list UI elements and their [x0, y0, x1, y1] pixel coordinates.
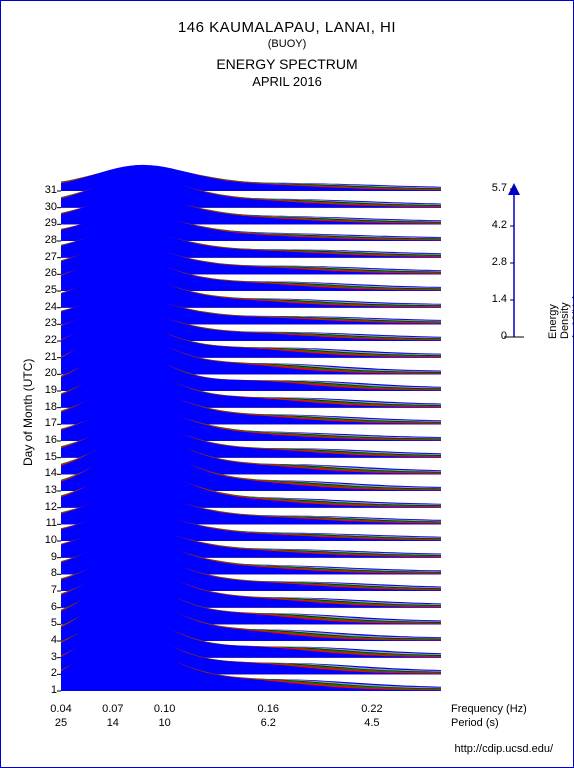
- y-tick: 21: [37, 351, 57, 363]
- y-tick: 4: [37, 634, 57, 646]
- y-tick: 30: [37, 201, 57, 213]
- y-tick: 1: [37, 684, 57, 696]
- y-tick: 20: [37, 367, 57, 379]
- x-axis-label-period: Period (s): [451, 717, 499, 729]
- x-axis-label-freq: Frequency (Hz): [451, 703, 527, 715]
- y-tick: 6: [37, 601, 57, 613]
- y-tick: 10: [37, 534, 57, 546]
- title-station: 146 KAUMALAPAU, LANAI, HI: [1, 19, 573, 36]
- x-tick-period: 25: [46, 717, 76, 729]
- title-block: 146 KAUMALAPAU, LANAI, HI (BUOY) ENERGY …: [1, 19, 573, 89]
- y-tick: 7: [37, 584, 57, 596]
- x-tick-period: 6.2: [253, 717, 283, 729]
- y-tick: 29: [37, 217, 57, 229]
- legend-tick: 0: [479, 330, 507, 342]
- y-tick: 23: [37, 317, 57, 329]
- y-tick: 12: [37, 501, 57, 513]
- y-axis-label: Day of Month (UTC): [21, 358, 35, 465]
- x-tick-freq: 0.16: [253, 703, 283, 715]
- y-tick: 19: [37, 384, 57, 396]
- y-tick: 13: [37, 484, 57, 496]
- y-tick: 8: [37, 567, 57, 579]
- y-tick: 17: [37, 417, 57, 429]
- ridgeline-plot: [55, 141, 441, 701]
- x-tick-freq: 0.22: [357, 703, 387, 715]
- x-tick-freq: 0.10: [150, 703, 180, 715]
- title-date: APRIL 2016: [1, 74, 573, 89]
- y-tick: 9: [37, 551, 57, 563]
- y-tick: 11: [37, 517, 57, 529]
- y-tick: 16: [37, 434, 57, 446]
- legend-tick: 4.2: [479, 219, 507, 231]
- x-tick-period: 10: [150, 717, 180, 729]
- legend-tick: 2.8: [479, 256, 507, 268]
- x-tick-period: 14: [98, 717, 128, 729]
- y-tick: 26: [37, 267, 57, 279]
- credit-url: http://cdip.ucsd.edu/: [455, 743, 553, 755]
- title-type: (BUOY): [1, 38, 573, 50]
- y-tick: 2: [37, 667, 57, 679]
- x-tick-freq: 0.07: [98, 703, 128, 715]
- y-tick: 5: [37, 617, 57, 629]
- legend-tick: 5.7: [479, 182, 507, 194]
- y-tick: 24: [37, 301, 57, 313]
- chart-frame: 146 KAUMALAPAU, LANAI, HI (BUOY) ENERGY …: [0, 0, 574, 768]
- title-product: ENERGY SPECTRUM: [1, 56, 573, 72]
- y-tick: 28: [37, 234, 57, 246]
- y-tick: 27: [37, 251, 57, 263]
- y-tick: 25: [37, 284, 57, 296]
- legend-label: Energy Density (m^2/Hz): [547, 295, 574, 339]
- x-tick-period: 4.5: [357, 717, 387, 729]
- y-tick: 22: [37, 334, 57, 346]
- legend-tick: 1.4: [479, 293, 507, 305]
- y-tick: 31: [37, 184, 57, 196]
- x-tick-freq: 0.04: [46, 703, 76, 715]
- y-tick: 15: [37, 451, 57, 463]
- y-tick: 18: [37, 401, 57, 413]
- y-tick: 14: [37, 467, 57, 479]
- y-tick: 3: [37, 651, 57, 663]
